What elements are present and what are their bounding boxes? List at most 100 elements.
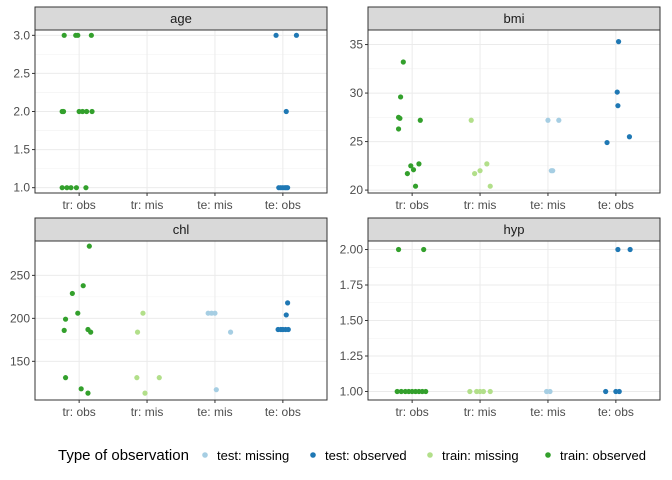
data-point: [84, 108, 90, 115]
data-point: [547, 388, 553, 395]
facet-strip: [34, 217, 328, 242]
data-point: [59, 185, 65, 191]
data-point: [416, 161, 422, 167]
data-point: [615, 39, 622, 45]
x-tick-label: te: mis: [197, 405, 232, 419]
data-point: [142, 390, 148, 396]
data-point: [472, 170, 478, 177]
data-point: [545, 117, 551, 123]
data-point: [410, 167, 417, 173]
x-tick-label: te: mis: [530, 198, 565, 212]
y-tick-label: 3.0: [13, 28, 30, 42]
data-point: [85, 390, 91, 396]
data-point: [285, 326, 291, 333]
x-tick-label: te: obs: [598, 405, 634, 419]
legend-key: [202, 452, 208, 458]
y-tick-label: 1.75: [340, 278, 364, 292]
x-tick-label: te: obs: [265, 405, 301, 419]
data-point: [80, 283, 86, 289]
data-point: [79, 108, 86, 115]
data-point: [395, 126, 402, 132]
data-point: [614, 89, 620, 95]
y-tick-label: 25: [350, 135, 364, 149]
legend-key: [427, 452, 433, 458]
data-point: [468, 117, 474, 123]
data-point: [73, 185, 80, 191]
data-point: [615, 246, 621, 253]
data-point: [467, 388, 473, 395]
data-point: [156, 375, 162, 381]
x-tick-label: tr: mis: [131, 198, 164, 212]
data-point: [603, 388, 609, 395]
data-point: [89, 108, 95, 115]
data-point: [394, 388, 400, 395]
y-tick-label: 1.50: [340, 314, 364, 328]
data-point: [397, 94, 404, 100]
data-point: [61, 327, 67, 333]
data-point: [408, 163, 414, 169]
data-point: [62, 375, 69, 381]
data-point: [480, 388, 487, 395]
data-point: [283, 312, 289, 318]
y-tick-label: 1.25: [340, 349, 364, 363]
y-tick-label: 250: [10, 268, 30, 282]
data-point: [88, 329, 94, 335]
y-tick-label: 30: [350, 86, 364, 100]
data-point: [75, 32, 81, 38]
facet-strip-label: chl: [173, 222, 190, 237]
x-tick-label: tr: obs: [62, 405, 95, 419]
data-point: [60, 108, 67, 115]
data-point: [484, 161, 490, 167]
legend-key: [545, 452, 551, 458]
legend-label: test: missing: [217, 448, 289, 463]
data-point: [615, 103, 621, 109]
x-tick-label: tr: mis: [464, 405, 497, 419]
data-point: [400, 59, 406, 65]
y-tick-label: 35: [350, 38, 364, 52]
data-point: [61, 32, 67, 38]
data-point: [293, 32, 300, 38]
data-point: [404, 170, 410, 177]
data-point: [134, 329, 141, 335]
legend-title: Type of observation: [58, 447, 189, 464]
data-point: [487, 183, 493, 189]
data-point: [62, 316, 69, 322]
x-tick-label: tr: obs: [395, 405, 428, 419]
data-point: [398, 388, 404, 395]
x-tick-label: te: obs: [265, 198, 301, 212]
facet-strip-label: hyp: [504, 222, 525, 237]
y-tick-label: 2.0: [13, 105, 30, 119]
data-point: [556, 117, 562, 123]
y-tick-label: 1.0: [13, 181, 30, 195]
legend-label: test: observed: [325, 448, 407, 463]
legend-label: train: observed: [560, 448, 646, 463]
data-point: [616, 388, 622, 395]
x-tick-label: tr: obs: [395, 198, 428, 212]
x-tick-label: te: obs: [598, 198, 634, 212]
x-tick-label: te: mis: [530, 405, 565, 419]
data-point: [395, 246, 402, 253]
x-tick-label: tr: mis: [464, 198, 497, 212]
data-point: [487, 388, 493, 395]
x-tick-label: tr: mis: [131, 405, 164, 419]
data-point: [397, 115, 403, 121]
data-point: [212, 310, 218, 316]
y-tick-label: 2.00: [340, 243, 364, 257]
data-point: [88, 32, 94, 38]
x-tick-label: te: mis: [197, 198, 232, 212]
data-point: [412, 183, 419, 189]
data-point: [423, 388, 429, 395]
y-tick-label: 200: [10, 311, 30, 325]
data-point: [140, 310, 146, 316]
data-point: [75, 310, 81, 316]
data-point: [626, 134, 633, 140]
y-tick-label: 1.5: [13, 143, 30, 157]
data-point: [417, 117, 423, 123]
data-point: [285, 300, 291, 306]
data-point: [86, 243, 92, 249]
data-point: [550, 168, 556, 174]
x-tick-label: tr: obs: [62, 198, 95, 212]
y-tick-label: 150: [10, 354, 30, 368]
data-point: [68, 185, 74, 191]
